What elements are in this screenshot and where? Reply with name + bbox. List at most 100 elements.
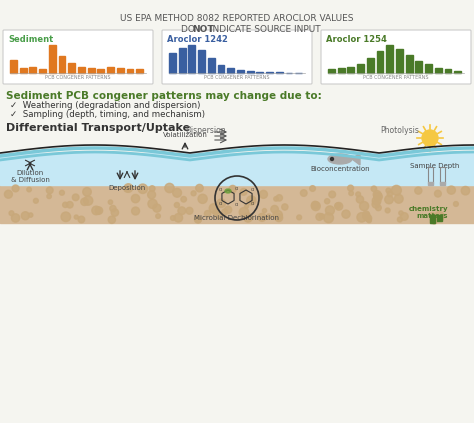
Ellipse shape [225, 189, 231, 193]
Circle shape [360, 201, 369, 211]
Circle shape [372, 201, 380, 208]
Bar [208, 58, 215, 73]
Circle shape [132, 207, 139, 215]
Circle shape [153, 204, 161, 212]
Circle shape [61, 212, 71, 222]
Bar [49, 45, 55, 73]
Bar [437, 215, 442, 221]
Circle shape [225, 206, 232, 214]
Text: US EPA METHOD 8082 REPORTED AROCLOR VALUES: US EPA METHOD 8082 REPORTED AROCLOR VALU… [120, 14, 354, 22]
Circle shape [375, 205, 381, 211]
Text: Sediment: Sediment [8, 35, 53, 44]
Circle shape [83, 187, 91, 196]
Text: PCB CONGENER PATTERNS: PCB CONGENER PATTERNS [363, 75, 429, 80]
Bar [237, 70, 244, 73]
FancyBboxPatch shape [162, 30, 312, 84]
Circle shape [171, 216, 175, 220]
Circle shape [365, 215, 372, 222]
Circle shape [373, 191, 381, 198]
Circle shape [301, 190, 307, 196]
Circle shape [335, 203, 343, 210]
Circle shape [174, 203, 180, 208]
Bar [435, 68, 442, 73]
Bar [107, 67, 114, 73]
Circle shape [399, 211, 403, 215]
Bar [137, 69, 143, 73]
Bar [20, 68, 27, 73]
Circle shape [60, 190, 64, 195]
Text: Deposition: Deposition [109, 185, 146, 191]
Polygon shape [352, 153, 360, 165]
Circle shape [110, 206, 116, 212]
Circle shape [349, 191, 354, 195]
Text: Cl: Cl [235, 203, 239, 207]
Circle shape [401, 213, 408, 220]
Circle shape [397, 217, 402, 222]
Circle shape [245, 204, 249, 208]
Bar [276, 72, 283, 73]
Circle shape [174, 214, 182, 222]
Bar [29, 67, 36, 73]
Circle shape [131, 195, 140, 203]
Text: chemistry
matters: chemistry matters [409, 206, 448, 219]
Circle shape [9, 211, 14, 216]
Circle shape [273, 210, 283, 220]
Circle shape [326, 206, 335, 215]
Circle shape [186, 207, 193, 214]
Circle shape [259, 190, 267, 198]
Circle shape [138, 184, 147, 193]
Circle shape [216, 212, 223, 219]
Text: Differential Transport/Uptake: Differential Transport/Uptake [6, 123, 190, 133]
Circle shape [194, 216, 201, 223]
Text: Sediment PCB congener patterns may change due to:: Sediment PCB congener patterns may chang… [6, 91, 322, 101]
Bar [337, 68, 345, 73]
Circle shape [356, 196, 364, 203]
Circle shape [357, 213, 366, 222]
Circle shape [394, 195, 403, 203]
Circle shape [422, 130, 438, 146]
Circle shape [461, 187, 470, 195]
Bar [328, 69, 335, 73]
Bar [68, 63, 75, 73]
Circle shape [111, 209, 118, 216]
Text: PCB CONGENER PATTERNS: PCB CONGENER PATTERNS [45, 75, 111, 80]
Circle shape [204, 211, 211, 217]
Circle shape [297, 215, 301, 220]
Text: Aroclor 1242: Aroclor 1242 [167, 35, 228, 44]
Circle shape [27, 187, 31, 192]
Text: Aroclor 1254: Aroclor 1254 [326, 35, 387, 44]
Text: Volatilization: Volatilization [163, 132, 208, 138]
Circle shape [276, 195, 283, 201]
Circle shape [239, 208, 249, 217]
Bar [428, 167, 433, 183]
Circle shape [83, 196, 93, 205]
Text: Cl: Cl [219, 188, 223, 192]
Text: Sample Depth: Sample Depth [410, 163, 460, 169]
Bar [440, 182, 445, 185]
Bar [347, 67, 354, 73]
Bar [198, 50, 205, 73]
Circle shape [435, 190, 441, 197]
Bar [179, 48, 185, 73]
Circle shape [11, 214, 20, 222]
Circle shape [92, 206, 100, 215]
Bar [454, 71, 461, 73]
Bar [169, 53, 176, 73]
Circle shape [335, 203, 340, 209]
Circle shape [372, 196, 381, 205]
Circle shape [330, 157, 334, 160]
Circle shape [78, 216, 85, 223]
Circle shape [95, 207, 103, 214]
Text: ✓  Sampling (depth, timing, and mechanism): ✓ Sampling (depth, timing, and mechanism… [10, 110, 205, 119]
Text: PCB CONGENER PATTERNS: PCB CONGENER PATTERNS [204, 75, 270, 80]
Circle shape [367, 218, 372, 223]
Circle shape [385, 208, 390, 213]
Text: Dispersion: Dispersion [185, 126, 226, 135]
FancyBboxPatch shape [3, 30, 153, 84]
Circle shape [147, 191, 155, 199]
Circle shape [347, 185, 354, 191]
Circle shape [363, 213, 370, 220]
Text: Dilution
& Diffusion: Dilution & Diffusion [10, 170, 49, 183]
Circle shape [198, 194, 207, 203]
Bar [386, 45, 393, 73]
